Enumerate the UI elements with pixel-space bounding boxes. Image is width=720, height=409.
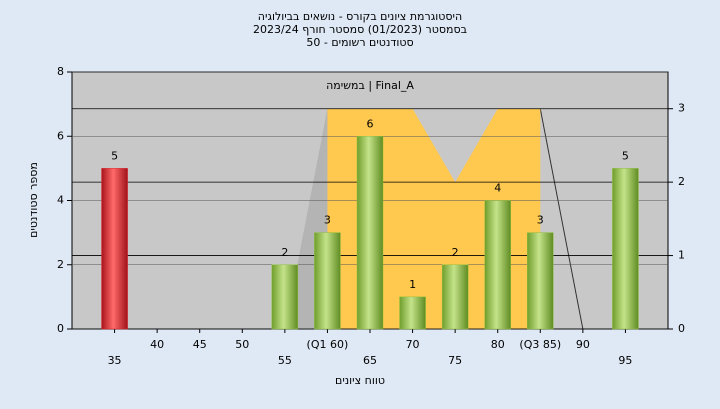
bar [441, 264, 469, 330]
value-label: 3 [537, 214, 544, 227]
chart-subtitle: סטודנטים רשומים - 50 [306, 36, 413, 49]
x-tick-label: 75 [448, 354, 462, 367]
value-label: 2 [281, 246, 288, 259]
y-tick-label: 8 [57, 65, 64, 78]
x-tick-label: 50 [235, 338, 249, 351]
value-label: 1 [409, 278, 416, 291]
y-tick-label: 4 [57, 194, 64, 207]
bar [314, 232, 341, 330]
y2-tick-label: 1 [678, 249, 685, 262]
x-tick-label: 95 [618, 354, 632, 367]
value-label: 5 [111, 149, 118, 162]
x-tick-label: (Q1 60) [307, 338, 349, 351]
value-label: 4 [494, 182, 501, 195]
x-tick-label: 70 [406, 338, 420, 351]
value-label: 5 [622, 149, 629, 162]
y-tick-label: 6 [57, 129, 64, 142]
x-tick-label: (Q3 85) [519, 338, 561, 351]
bar [612, 168, 639, 330]
chart-title: היסטוגרמת ציונים בקורס - נושאים בביולוגי… [258, 10, 462, 23]
y2-tick-label: 0 [678, 322, 685, 335]
x-tick-label: 65 [363, 354, 377, 367]
y-tick-label: 2 [57, 258, 64, 271]
y-axis-label: מספר סטודנטים [27, 162, 40, 238]
value-label: 6 [367, 117, 374, 130]
chart-subtitle: בסמסטר (01/2023) סמסטר חורף 2023/24 [253, 23, 467, 36]
bar [101, 168, 128, 330]
x-tick-label: 55 [278, 354, 292, 367]
x-tick-label: 35 [108, 354, 122, 367]
x-axis-label: טווח ציונים [335, 374, 385, 387]
bar [356, 136, 384, 330]
value-label: 2 [452, 246, 459, 259]
overlay-label: במשימה | Final_A [326, 79, 414, 92]
y-tick-label: 0 [57, 322, 64, 335]
x-tick-label: 45 [193, 338, 207, 351]
x-tick-label: 80 [491, 338, 505, 351]
bar [271, 264, 299, 330]
bar [527, 232, 554, 330]
value-label: 3 [324, 214, 331, 227]
whisker-line [539, 108, 584, 330]
bar [484, 200, 511, 330]
y2-tick-label: 2 [678, 175, 685, 188]
bar [399, 296, 426, 330]
y2-tick-label: 3 [678, 102, 685, 115]
x-tick-label: 90 [576, 338, 590, 351]
x-tick-label: 40 [150, 338, 164, 351]
